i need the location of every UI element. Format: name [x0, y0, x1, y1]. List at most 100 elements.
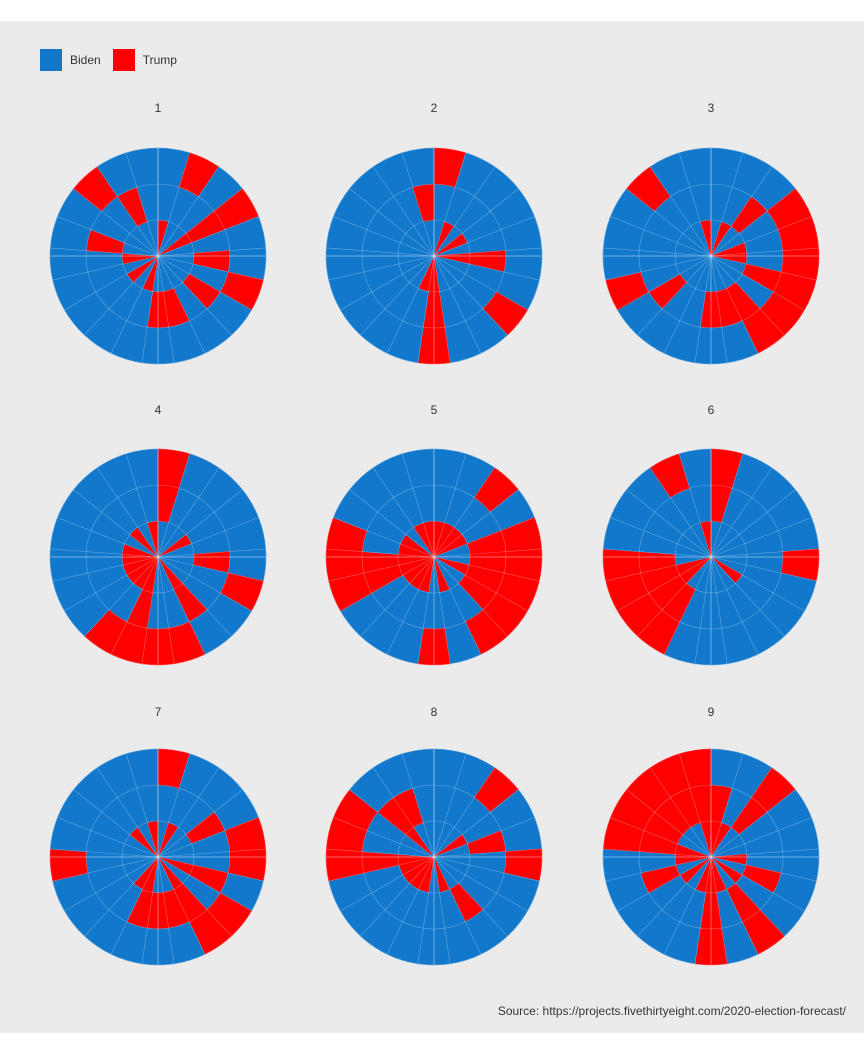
grid-spoke [710, 255, 759, 354]
facet-label-8: 8 [430, 705, 438, 719]
grid-spoke [617, 556, 712, 612]
facet-label-4: 4 [154, 403, 162, 417]
grid-spoke [610, 216, 712, 257]
grid-spoke [637, 556, 712, 637]
grid-spoke [157, 255, 232, 336]
grid-spoke [637, 856, 712, 937]
grid-spoke [110, 856, 159, 955]
grid-spoke [433, 188, 519, 257]
grid-spoke [417, 255, 435, 363]
grid-spoke [433, 216, 535, 257]
grid-spoke [710, 255, 817, 281]
grid-spoke [605, 255, 712, 281]
grid-spoke [157, 453, 191, 558]
grid-spoke [433, 166, 496, 257]
grid-spoke [605, 856, 712, 882]
grid-spoke [57, 817, 159, 858]
grid-spoke [433, 255, 508, 336]
facet-chart-6 [602, 448, 820, 666]
grid-spoke [157, 556, 232, 637]
facet-chart-8 [325, 748, 543, 966]
grid-spoke [433, 453, 467, 558]
grid-spoke [349, 489, 435, 558]
grid-spoke [157, 255, 175, 363]
grid-spoke [157, 856, 175, 964]
grid-spoke [617, 856, 712, 912]
grid-spoke [96, 166, 159, 257]
grid-spoke [433, 247, 542, 257]
grid-spoke [433, 556, 508, 637]
grid-spoke [710, 767, 773, 858]
grid-spoke [50, 548, 159, 558]
grid-spoke [603, 848, 712, 858]
grid-spoke [328, 255, 435, 281]
grid-spoke [57, 517, 159, 558]
grid-spoke [386, 255, 435, 354]
grid-spoke [694, 556, 712, 664]
grid-spoke [710, 453, 744, 558]
grid-spoke [710, 556, 817, 582]
grid-spoke [649, 767, 712, 858]
grid-spoke [157, 556, 206, 655]
grid-spoke [710, 556, 759, 655]
grid-spoke [401, 453, 435, 558]
grid-spoke [610, 817, 712, 858]
grid-spoke [710, 556, 785, 637]
grid-spoke [433, 556, 528, 612]
facet-chart-5 [325, 448, 543, 666]
grid-spoke [605, 556, 712, 582]
grid-spoke [141, 255, 159, 363]
facet-chart-9 [602, 748, 820, 966]
grid-spoke [401, 753, 435, 858]
grid-spoke [326, 548, 435, 558]
legend-key-biden [40, 49, 62, 71]
grid-spoke [694, 255, 712, 363]
grid-spoke [710, 856, 805, 912]
grid-spoke [678, 152, 712, 257]
grid-spoke [110, 556, 159, 655]
facet-label-7: 7 [154, 705, 162, 719]
grid-spoke [710, 856, 728, 964]
legend-label-biden: Biden [70, 53, 101, 67]
grid-spoke [649, 166, 712, 257]
grid-spoke [52, 856, 159, 882]
grid-spoke [157, 152, 191, 257]
grid-spoke [626, 188, 712, 257]
legend-key-trump [112, 49, 135, 71]
grid-spoke [157, 548, 266, 558]
grid-spoke [157, 856, 252, 912]
grid-spoke [710, 255, 728, 363]
grid-spoke [433, 767, 496, 858]
grid-spoke [610, 517, 712, 558]
grid-spoke [417, 556, 435, 664]
grid-spoke [663, 255, 712, 354]
grid-spoke [360, 556, 435, 637]
grid-spoke [64, 856, 159, 912]
grid-spoke [433, 489, 519, 558]
grid-spoke [433, 856, 528, 912]
grid-spoke [84, 255, 159, 336]
grid-spoke [64, 556, 159, 612]
grid-spoke [710, 247, 819, 257]
grid-spoke [678, 453, 712, 558]
grid-spoke [710, 548, 819, 558]
grid-spoke [710, 255, 805, 311]
grid-spoke [710, 166, 773, 257]
grid-spoke [433, 255, 540, 281]
grid-spoke [372, 467, 435, 558]
grid-spoke [710, 856, 817, 882]
facet-chart-4 [49, 448, 267, 666]
grid-spoke [157, 216, 259, 257]
grid-spoke [157, 753, 191, 858]
grid-spoke [157, 556, 252, 612]
grid-spoke [349, 789, 435, 858]
facet-label-2: 2 [430, 101, 438, 115]
grid-spoke [710, 817, 812, 858]
grid-spoke [52, 556, 159, 582]
grid-spoke [157, 817, 259, 858]
grid-spoke [603, 247, 712, 257]
grid-spoke [433, 556, 451, 664]
grid-spoke [141, 556, 159, 664]
grid-spoke [401, 152, 435, 257]
grid-spoke [433, 856, 451, 964]
